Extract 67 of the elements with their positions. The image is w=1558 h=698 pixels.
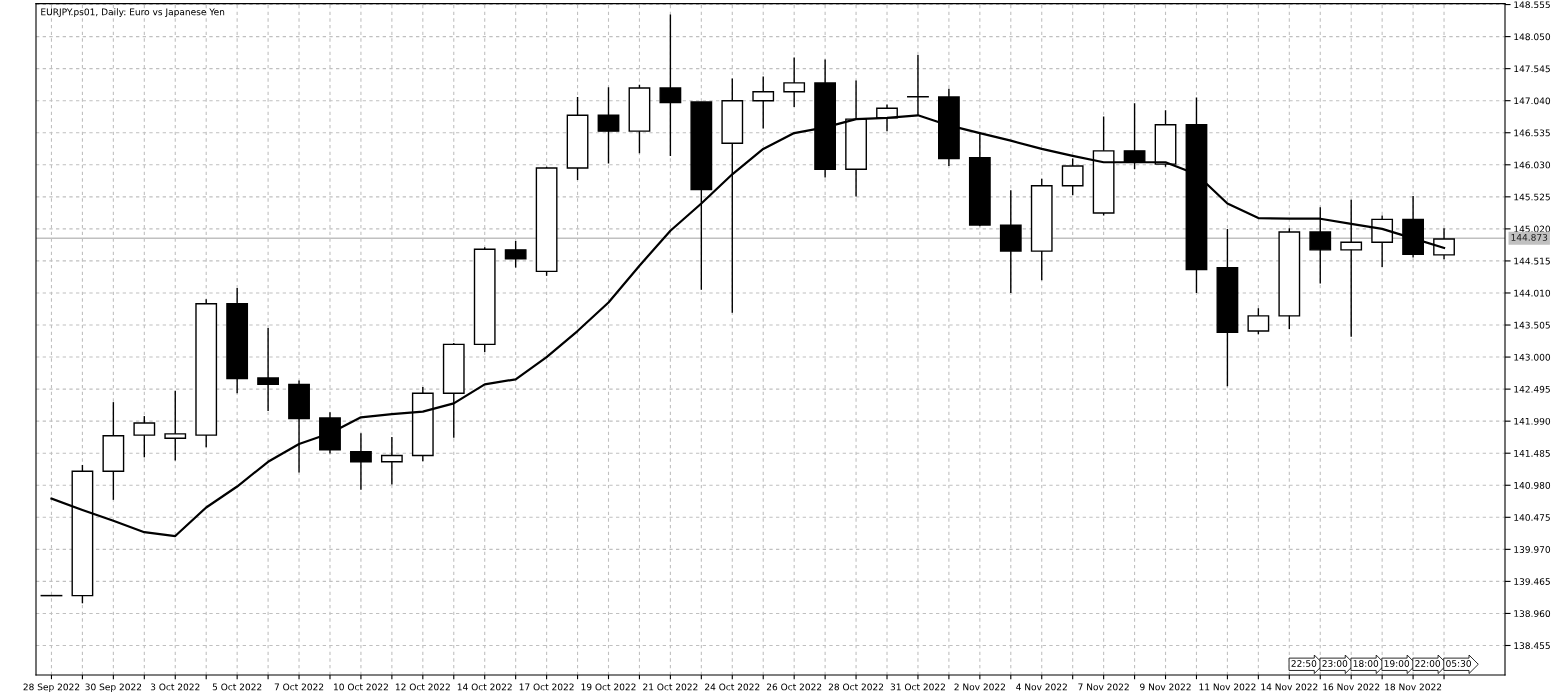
y-tick-label: 147.545	[1514, 65, 1550, 73]
candlestick	[164, 390, 187, 462]
x-tick-label: 2 Nov 2022	[954, 683, 1005, 691]
y-tick-label: 139.970	[1514, 546, 1551, 553]
y-tick-label: 148.555	[1514, 1, 1550, 9]
y-tick-label: 144.010	[1514, 289, 1551, 297]
x-tick-label: 28 Oct 2022	[828, 683, 884, 691]
y-tick-label: 147.040	[1514, 97, 1551, 105]
y-tick-label: 143.505	[1514, 321, 1550, 329]
y-tick-label: 140.980	[1514, 481, 1551, 489]
annotation: 19:00	[1384, 660, 1410, 667]
y-tick-label: 141.990	[1514, 417, 1551, 425]
x-tick-label: 26 Oct 2022	[766, 683, 822, 691]
candlestick	[350, 432, 372, 491]
annotation: 22:00	[1415, 660, 1441, 667]
x-tick-label: 28 Sep 2022	[23, 683, 80, 693]
candlestick	[597, 86, 620, 165]
annotation: 05:30	[1446, 660, 1471, 667]
y-tick-label: 146.030	[1514, 161, 1551, 169]
x-tick-label: 12 Oct 2022	[395, 683, 450, 691]
text: EURJPY.ps01, Daily: Euro vs Japanese Yen	[41, 8, 225, 18]
x-tick-label: 16 Nov 2022	[1323, 683, 1380, 691]
candlestick	[752, 75, 775, 130]
x-tick-label: 5 Oct 2022	[212, 683, 262, 691]
x-tick-label: 7 Nov 2022	[1078, 683, 1129, 691]
x-tick-label: 18 Nov 2022	[1385, 683, 1442, 691]
x-tick-label: 3 Oct 2022	[150, 683, 200, 691]
x-tick-label: 17 Oct 2022	[519, 683, 574, 691]
candlestick	[504, 240, 527, 269]
y-tick-label: 138.960	[1514, 610, 1551, 617]
x-tick-label: 31 Oct 2022	[890, 683, 945, 691]
y-tick-label: 145.020	[1514, 225, 1551, 233]
candlestick	[257, 327, 280, 412]
candlestick	[1371, 214, 1394, 268]
x-tick-label: 11 Nov 2022	[1199, 683, 1256, 691]
candlestick	[133, 415, 156, 459]
candlestick	[1247, 307, 1270, 335]
y-tick-label: 139.465	[1514, 578, 1550, 585]
x-tick-label: 14 Oct 2022	[457, 683, 512, 691]
y-tick-label: 143.000	[1514, 353, 1551, 361]
y-tick-label: 138.455	[1514, 642, 1550, 650]
x-tick-label: 30 Sep 2022	[85, 683, 142, 693]
x-tick-label: 24 Oct 2022	[705, 683, 760, 691]
candlestick	[1340, 198, 1363, 338]
x-tick-label: 19 Oct 2022	[581, 683, 636, 691]
ref-line-label: 144.873	[1511, 234, 1548, 241]
candlestick	[1309, 206, 1332, 285]
y-tick-label: 142.495	[1514, 385, 1550, 393]
y-tick-label: 141.485	[1514, 449, 1550, 457]
x-tick-label: 14 Nov 2022	[1261, 683, 1318, 691]
candlestick	[1061, 157, 1084, 196]
candlestick	[659, 13, 682, 157]
x-tick-label: 7 Oct 2022	[274, 683, 324, 691]
annotation: 18:00	[1353, 660, 1379, 667]
y-tick-label: 144.515	[1514, 257, 1550, 265]
x-tick-label: 4 Nov 2022	[1016, 683, 1067, 691]
y-tick-label: 148.050	[1514, 33, 1551, 41]
candlestick	[783, 56, 806, 108]
y-tick-label: 140.475	[1514, 514, 1550, 521]
candlestick	[380, 436, 403, 486]
y-tick-label: 146.535	[1514, 129, 1550, 137]
y-tick-label: 145.525	[1514, 193, 1550, 201]
x-tick-label: 9 Nov 2022	[1140, 683, 1191, 691]
annotation: 22:50	[1291, 660, 1317, 667]
annotation: 23:00	[1322, 660, 1348, 667]
x-tick-label: 21 Oct 2022	[643, 683, 698, 691]
x-tick-label: 10 Oct 2022	[334, 683, 388, 691]
